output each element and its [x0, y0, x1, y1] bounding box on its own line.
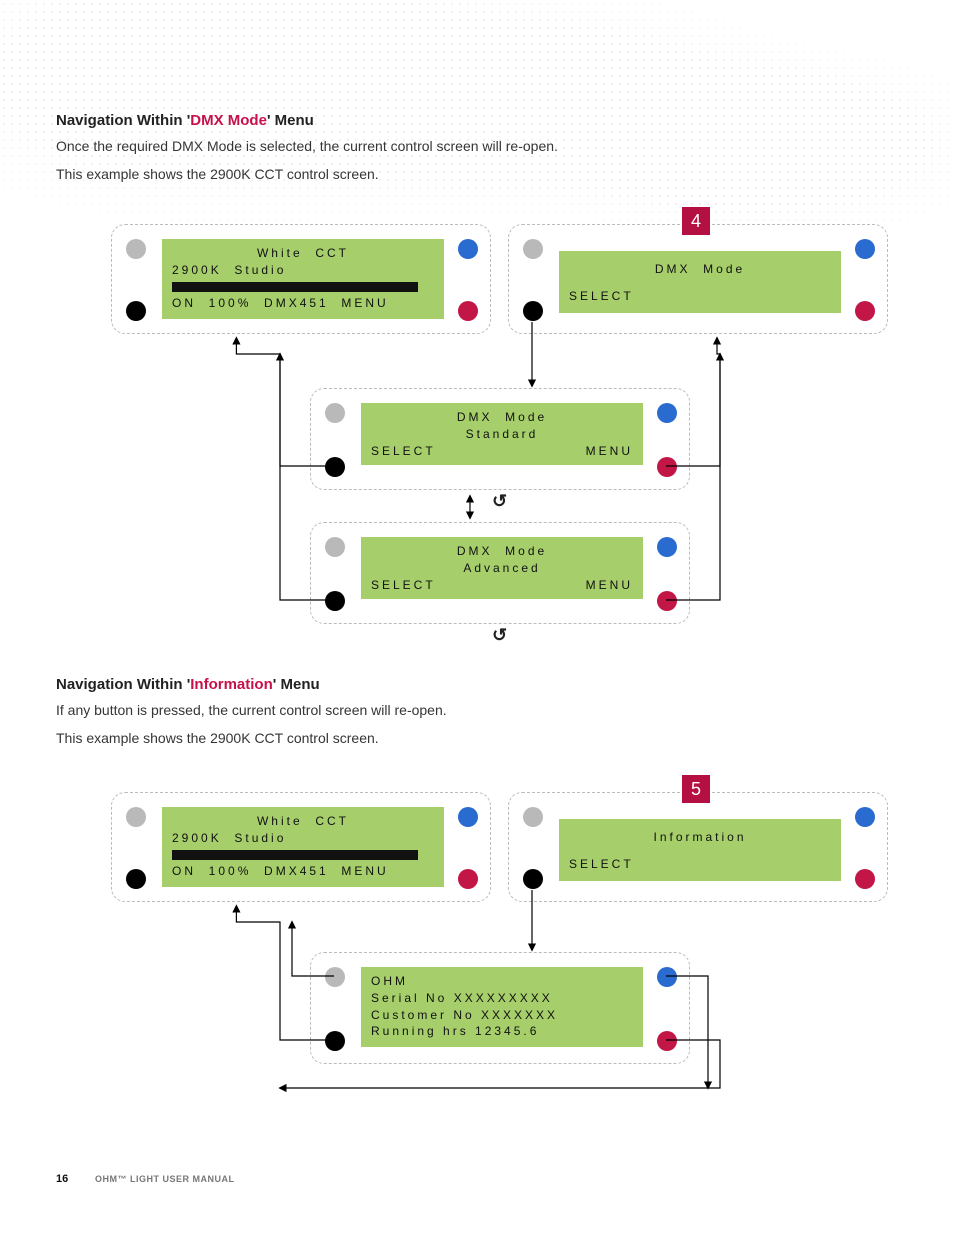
section1-p1: Once the required DMX Mode is selected, …: [56, 135, 898, 159]
screen-dmx-advanced: DMX ModeAdvancedSELECTMENU: [361, 537, 643, 599]
btn-grey: [126, 239, 146, 259]
section1-heading: Navigation Within 'DMX Mode' Menu: [56, 112, 898, 129]
panel-information-menu: InformationSELECT: [508, 792, 888, 902]
page-footer: 16 OHM™ LIGHT USER MANUAL: [56, 1173, 235, 1185]
heading-accent: DMX Mode: [190, 112, 267, 129]
screen-dmx-standard: DMX ModeStandardSELECTMENU: [361, 403, 643, 465]
btn-red: [855, 869, 875, 889]
btn-grey: [523, 807, 543, 827]
heading-suffix: ' Menu: [273, 676, 320, 693]
heading-prefix: Navigation Within ': [56, 112, 190, 129]
screen-cct-2: White CCT2900K StudioON 100% DMX451 MENU: [162, 807, 444, 887]
heading-prefix: Navigation Within ': [56, 676, 190, 693]
btn-black: [523, 869, 543, 889]
diagram-dmx-mode: White CCT2900K StudioON 100% DMX451 MENU…: [56, 200, 896, 640]
btn-red: [657, 591, 677, 611]
btn-red: [458, 869, 478, 889]
heading-accent: Information: [190, 676, 273, 693]
diagram-information: White CCT2900K StudioON 100% DMX451 MENU…: [56, 780, 896, 1110]
manual-title: OHM™ LIGHT USER MANUAL: [95, 1174, 235, 1184]
btn-blue: [458, 239, 478, 259]
btn-blue: [657, 967, 677, 987]
panel-dmx-mode-menu: DMX ModeSELECT: [508, 224, 888, 334]
panel-cct: White CCT2900K StudioON 100% DMX451 MENU: [111, 224, 491, 334]
btn-grey: [325, 537, 345, 557]
btn-red: [458, 301, 478, 321]
btn-blue: [855, 239, 875, 259]
btn-black: [126, 301, 146, 321]
btn-black: [523, 301, 543, 321]
btn-red: [855, 301, 875, 321]
btn-blue: [657, 403, 677, 423]
btn-grey: [325, 403, 345, 423]
btn-blue: [855, 807, 875, 827]
panel-information-detail: OHMSerial No XXXXXXXXXCustomer No XXXXXX…: [310, 952, 690, 1064]
step-badge-4: 4: [682, 207, 710, 235]
screen-information-detail: OHMSerial No XXXXXXXXXCustomer No XXXXXX…: [361, 967, 643, 1047]
step-badge-5: 5: [682, 775, 710, 803]
btn-black: [325, 457, 345, 477]
manual-page: Navigation Within 'DMX Mode' Menu Once t…: [0, 0, 954, 1235]
btn-grey: [126, 807, 146, 827]
btn-blue: [458, 807, 478, 827]
panel-cct-2: White CCT2900K StudioON 100% DMX451 MENU: [111, 792, 491, 902]
btn-grey: [523, 239, 543, 259]
heading-suffix: ' Menu: [267, 112, 314, 129]
btn-red: [657, 1031, 677, 1051]
btn-black: [325, 1031, 345, 1051]
panel-dmx-standard: DMX ModeStandardSELECTMENU: [310, 388, 690, 490]
btn-red: [657, 457, 677, 477]
section2-p1: If any button is pressed, the current co…: [56, 699, 898, 723]
screen-dmx-mode: DMX ModeSELECT: [559, 251, 841, 313]
btn-grey: [325, 967, 345, 987]
screen-cct: White CCT2900K StudioON 100% DMX451 MENU: [162, 239, 444, 319]
btn-black: [126, 869, 146, 889]
screen-information-menu: InformationSELECT: [559, 819, 841, 881]
btn-black: [325, 591, 345, 611]
section1-p2: This example shows the 2900K CCT control…: [56, 163, 898, 187]
cycle-icon: ↻: [492, 491, 507, 512]
section2-heading: Navigation Within 'Information' Menu: [56, 676, 898, 693]
cycle-icon: ↻: [492, 625, 507, 646]
page-number: 16: [56, 1173, 68, 1185]
panel-dmx-advanced: DMX ModeAdvancedSELECTMENU: [310, 522, 690, 624]
section2-p2: This example shows the 2900K CCT control…: [56, 727, 898, 751]
btn-blue: [657, 537, 677, 557]
